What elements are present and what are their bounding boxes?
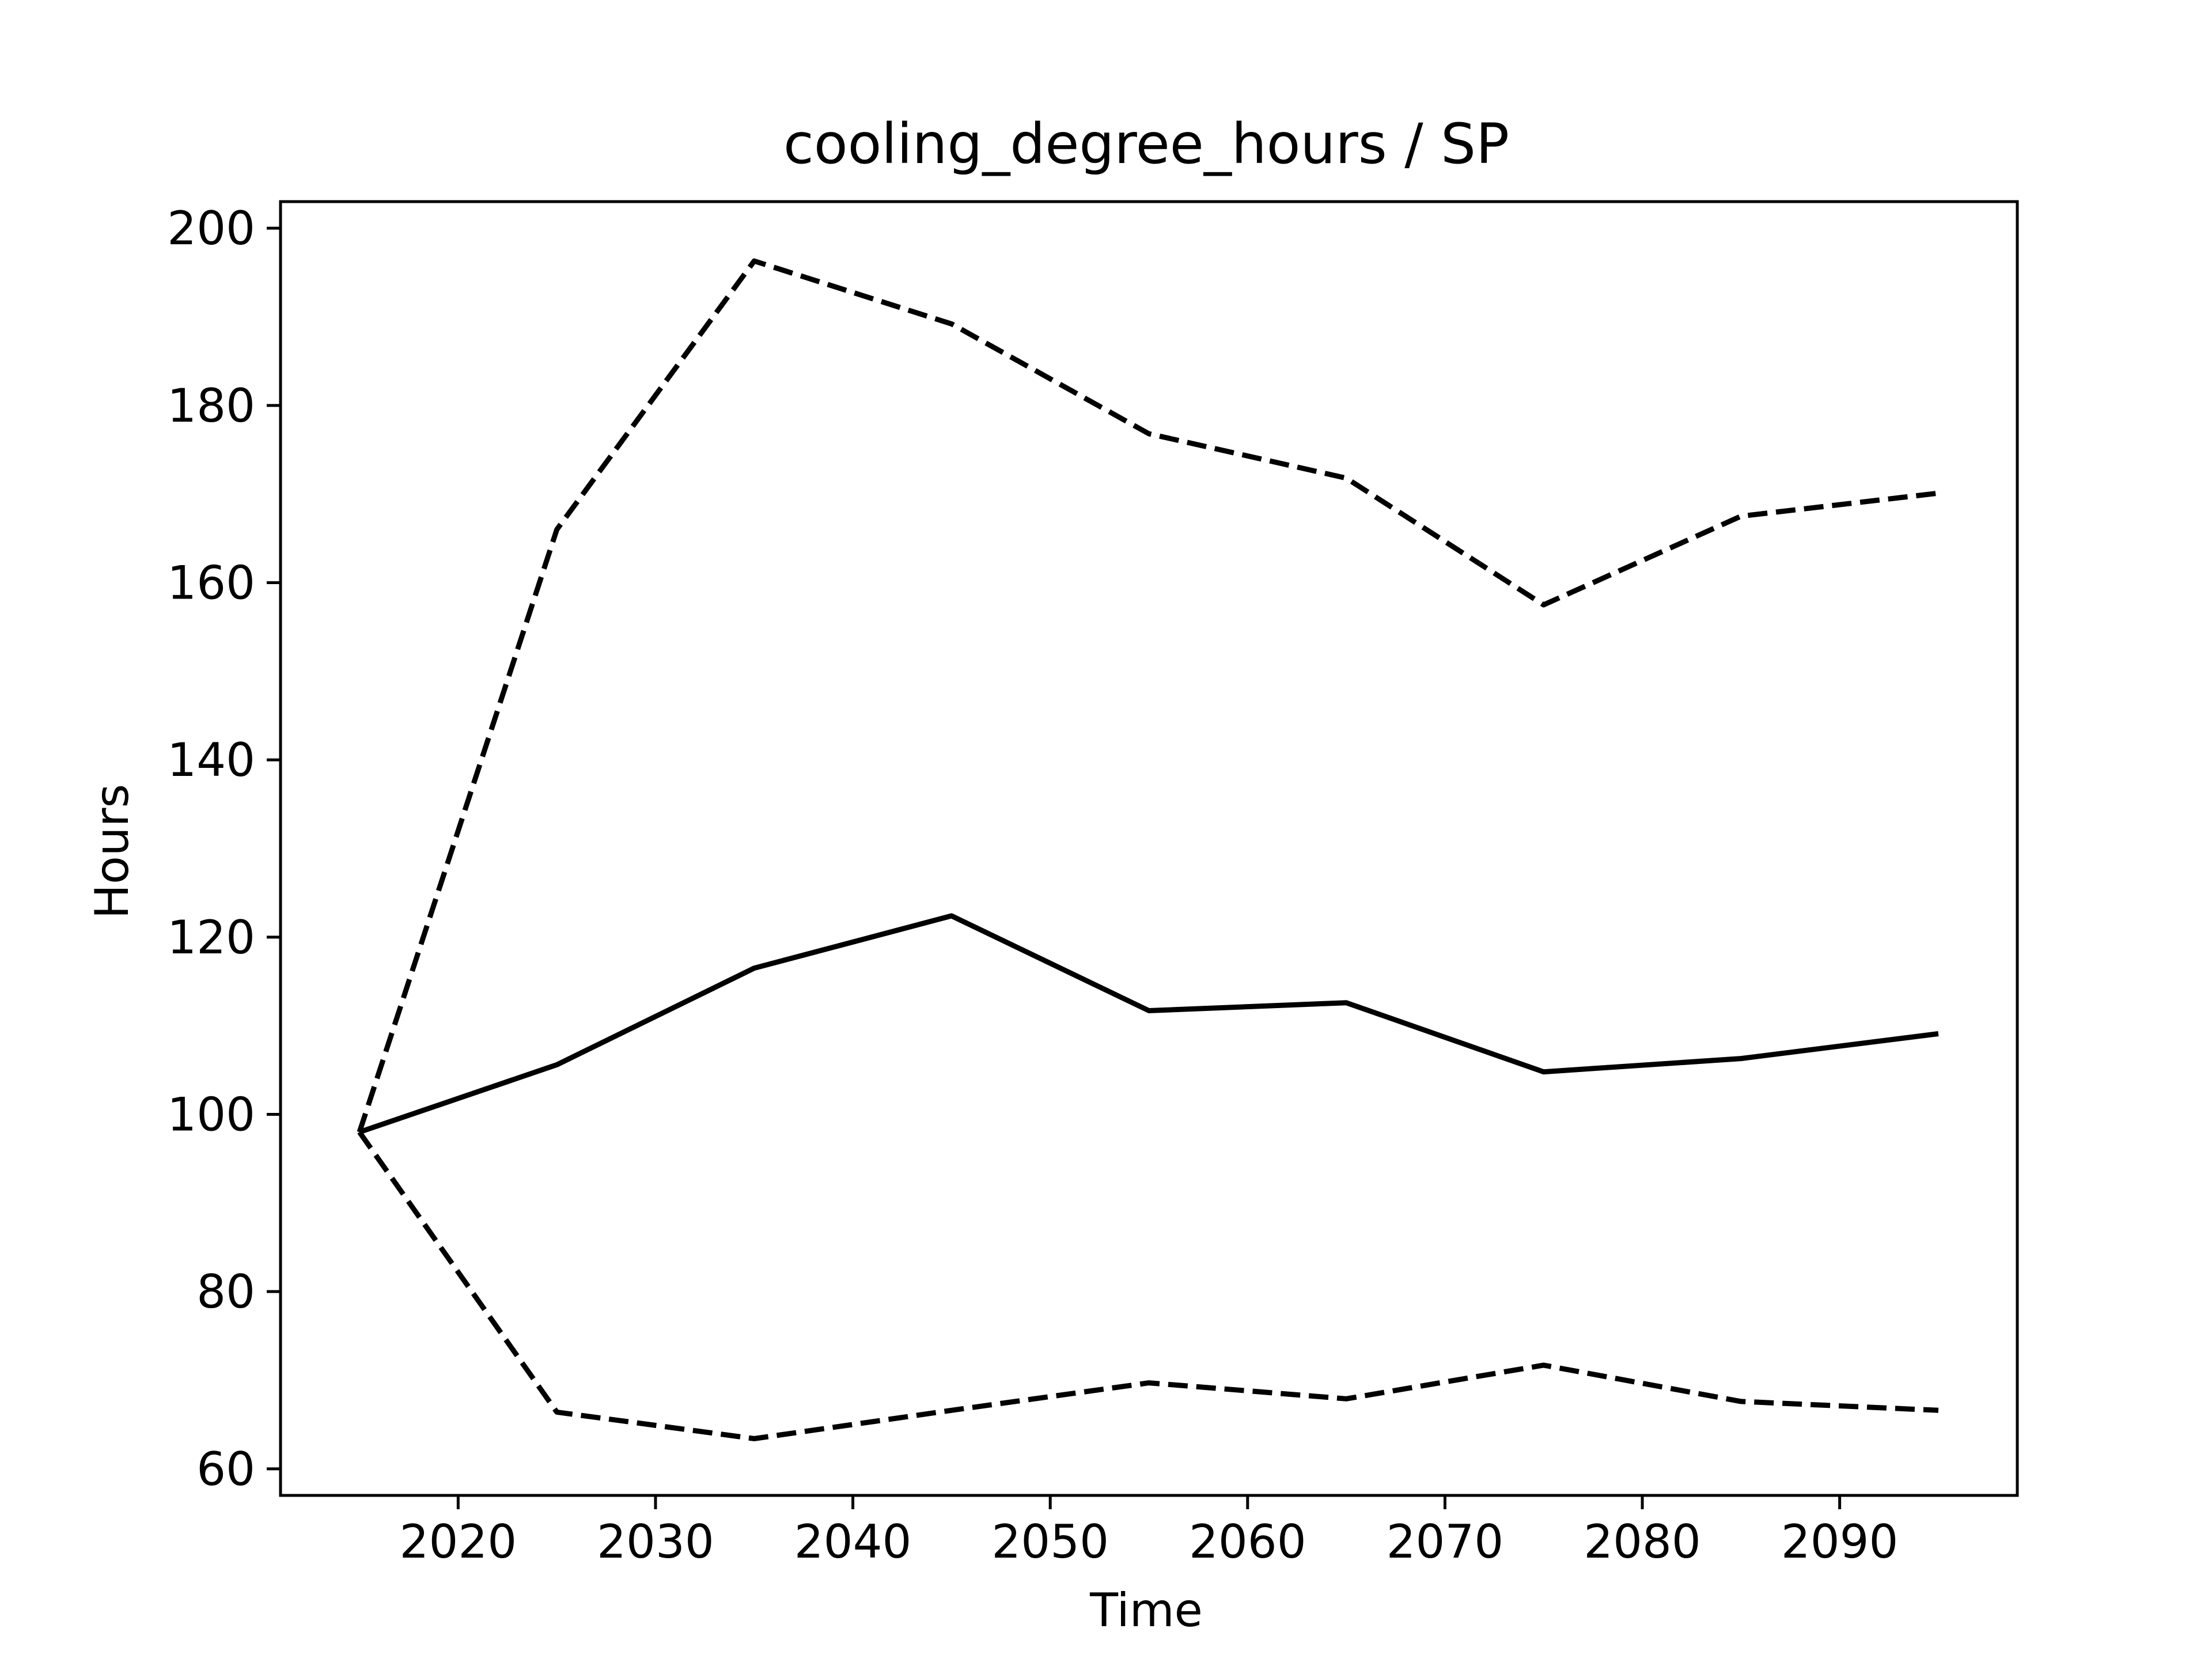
chart-title: cooling_degree_hours / SP <box>783 112 1509 176</box>
x-tick-label-2080: 2080 <box>1584 1515 1701 1569</box>
x-tick-label-2090: 2090 <box>1781 1515 1899 1569</box>
x-tick-label-2070: 2070 <box>1387 1515 1504 1569</box>
y-tick-label-120: 120 <box>167 911 255 964</box>
y-tick-label-140: 140 <box>167 733 255 787</box>
y-tick-label-200: 200 <box>167 202 255 255</box>
series-line-3 <box>357 1130 1939 1441</box>
plot-area: 2020 2030 2040 2050 2060 2070 2080 2090 60 80 100 1… <box>167 200 2019 1569</box>
x-tick-label-2060: 2060 <box>1189 1515 1306 1569</box>
y-tick-label-80: 80 <box>196 1265 255 1319</box>
y-tick-label-180: 180 <box>167 379 255 433</box>
axes-frame <box>279 200 2019 1497</box>
y-tick-label-160: 160 <box>167 556 255 609</box>
x-tick-label-2040: 2040 <box>794 1515 912 1569</box>
x-tick-label-2020: 2020 <box>400 1515 517 1569</box>
y-tick-label-60: 60 <box>196 1442 255 1496</box>
series-line-1 <box>357 258 1939 1133</box>
x-tick-label-2030: 2030 <box>597 1515 714 1569</box>
x-axis-label: Time <box>1089 1584 1203 1637</box>
x-tick-label-2050: 2050 <box>991 1515 1109 1569</box>
y-tick-label-100: 100 <box>167 1088 255 1142</box>
series-line-2 <box>358 913 1939 1135</box>
y-axis-label: Hours <box>85 784 139 919</box>
